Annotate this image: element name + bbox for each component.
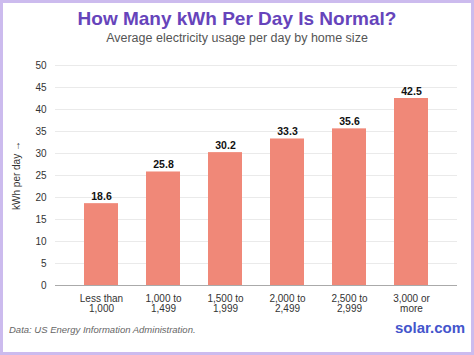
svg-text:45: 45: [35, 82, 47, 93]
svg-text:30.2: 30.2: [215, 139, 236, 151]
svg-text:1,500 to1,999: 1,500 to1,999: [207, 293, 244, 314]
svg-text:35: 35: [35, 126, 47, 137]
svg-text:2,000 to2,499: 2,000 to2,499: [269, 293, 306, 314]
svg-text:15: 15: [35, 214, 47, 225]
svg-text:18.6: 18.6: [91, 190, 112, 202]
svg-text:50: 50: [35, 60, 47, 71]
svg-text:0: 0: [41, 280, 47, 291]
svg-text:20: 20: [35, 192, 47, 203]
svg-text:10: 10: [35, 236, 47, 247]
svg-text:30: 30: [35, 148, 47, 159]
svg-text:3,000 ormore: 3,000 ormore: [393, 293, 430, 314]
svg-text:35.6: 35.6: [339, 115, 360, 127]
svg-text:25: 25: [35, 170, 47, 181]
svg-text:kWh per day →: kWh per day →: [11, 141, 22, 210]
svg-text:Less than1,000: Less than1,000: [80, 293, 123, 314]
html-text:How Many kWh Per Day Is Normal: How Many kWh Per Day Is Normal?: [77, 8, 397, 29]
html-text:Average electricity usage per: Average electricity usage per day by hom…: [106, 31, 368, 45]
svg-text:1,000 to1,499: 1,000 to1,499: [145, 293, 182, 314]
svg-text:2,500 to2,999: 2,500 to2,999: [331, 293, 368, 314]
svg-text:5: 5: [41, 258, 47, 269]
svg-text:25.8: 25.8: [153, 158, 174, 170]
svg-text:42.5: 42.5: [401, 85, 422, 97]
svg-text:40: 40: [35, 104, 47, 115]
svg-text:33.3: 33.3: [277, 125, 298, 137]
html-text:Data: US Energy Information Ad: Data: US Energy Information Administrati…: [9, 324, 196, 335]
html-text:solar.com: solar.com: [395, 319, 465, 336]
